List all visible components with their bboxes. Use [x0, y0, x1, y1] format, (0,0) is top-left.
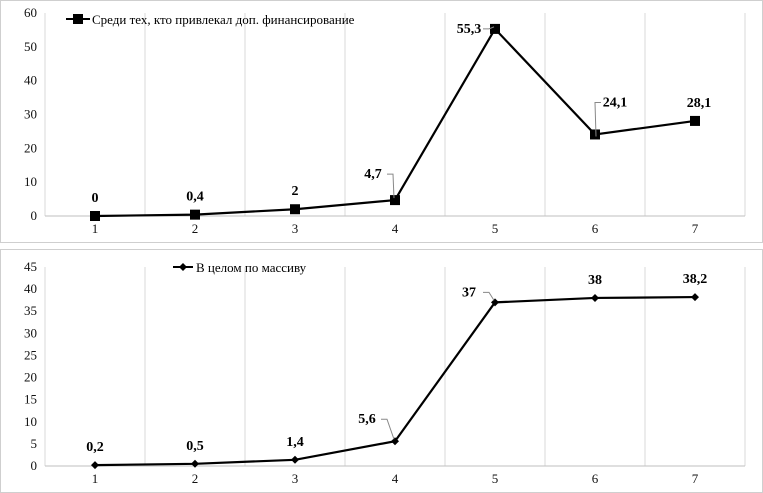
data-point [90, 211, 100, 221]
y-tick-label: 50 [24, 39, 37, 54]
data-label: 2 [292, 184, 299, 199]
data-label: 28,1 [687, 96, 712, 111]
data-label: 37 [462, 285, 476, 300]
chart-border [0, 249, 763, 493]
y-tick-label: 40 [24, 73, 37, 88]
y-tick-label: 15 [24, 392, 37, 407]
y-tick-label: 10 [24, 174, 37, 189]
data-label: 0,5 [186, 439, 204, 454]
y-tick-label: 0 [31, 208, 38, 223]
data-point [291, 455, 299, 464]
x-tick-label: 4 [392, 221, 399, 236]
data-point [591, 293, 599, 302]
data-label-leader [594, 101, 601, 137]
data-label-leader [483, 26, 495, 30]
x-tick-label: 5 [492, 221, 499, 236]
x-tick-label: 2 [192, 221, 199, 236]
x-tick-label: 6 [592, 471, 599, 486]
data-label: 55,3 [457, 22, 482, 37]
data-point [490, 23, 500, 34]
data-label: 4,7 [364, 167, 382, 182]
y-tick-label: 60 [24, 5, 37, 20]
x-tick-label: 5 [492, 471, 499, 486]
data-point [691, 293, 699, 302]
y-tick-label: 5 [31, 436, 38, 451]
legend: Среди тех, кто привлекал доп. финансиров… [66, 12, 355, 27]
data-label: 5,6 [358, 412, 376, 427]
x-tick-label: 3 [292, 471, 299, 486]
data-label-leader [483, 291, 495, 301]
y-tick-label: 30 [24, 107, 37, 122]
x-tick-label: 3 [292, 221, 299, 236]
data-label: 0,4 [186, 190, 204, 205]
y-tick-label: 35 [24, 303, 37, 318]
y-tick-label: 30 [24, 325, 37, 340]
y-tick-label: 10 [24, 414, 37, 429]
x-tick-label: 6 [592, 221, 599, 236]
data-label: 1,4 [286, 435, 304, 450]
data-label: 38 [588, 273, 602, 288]
y-tick-label: 25 [24, 347, 37, 362]
legend-label: Среди тех, кто привлекал доп. финансиров… [92, 12, 355, 27]
data-point [191, 459, 199, 468]
legend-label: В целом по массиву [196, 260, 307, 275]
data-point [590, 129, 600, 140]
y-tick-label: 0 [31, 458, 38, 473]
legend-marker [179, 263, 187, 271]
data-label: 0,2 [86, 440, 104, 455]
chart-border [0, 0, 763, 243]
x-tick-label: 7 [692, 221, 699, 236]
data-label: 0 [92, 191, 99, 206]
legend-marker [73, 14, 83, 24]
data-label: 38,2 [683, 272, 708, 287]
data-label-leader [387, 173, 395, 199]
x-tick-label: 1 [92, 221, 99, 236]
data-label: 24,1 [603, 95, 628, 110]
data-point [91, 461, 99, 470]
x-tick-label: 1 [92, 471, 99, 486]
series-line [94, 27, 696, 218]
y-tick-label: 20 [24, 370, 37, 385]
data-point [190, 209, 200, 220]
y-tick-label: 45 [24, 259, 37, 274]
x-tick-label: 2 [192, 471, 199, 486]
data-point [390, 195, 400, 206]
x-tick-label: 7 [692, 471, 699, 486]
data-label-leader [381, 418, 395, 440]
y-tick-label: 20 [24, 140, 37, 155]
y-tick-label: 40 [24, 281, 37, 296]
data-point [690, 115, 700, 126]
data-point [491, 298, 499, 307]
data-point [391, 437, 399, 446]
data-point [290, 204, 300, 215]
legend: В целом по массиву [173, 260, 307, 275]
x-tick-label: 4 [392, 471, 399, 486]
